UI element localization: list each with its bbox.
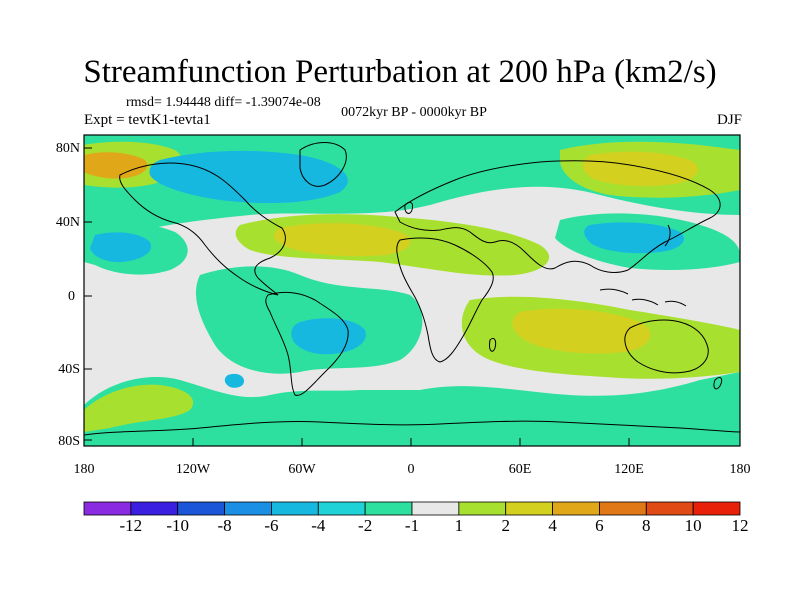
lon-label-180w: 180 — [73, 462, 95, 477]
coast-madagascar — [489, 337, 497, 352]
coast-greenland — [299, 142, 347, 187]
coast-south-america — [265, 291, 349, 396]
field-region-north-america-blue — [149, 150, 348, 204]
colorbar-label: 12 — [731, 516, 749, 535]
colorbar-swatch — [271, 501, 319, 516]
colorbar-label: -6 — [264, 516, 279, 535]
lon-label-120w: 120W — [175, 462, 211, 477]
colorbar-swatch — [224, 501, 272, 516]
lat-label-0: 0 — [68, 289, 75, 304]
colorbar-swatch — [83, 501, 132, 516]
lon-label-120e: 120E — [614, 462, 644, 477]
coast-antarctica — [84, 420, 740, 436]
colorbar-swatch — [317, 501, 366, 516]
field-region-siberia-orange — [582, 151, 698, 186]
colorbar-label: 8 — [642, 516, 651, 535]
field-region-south-pacific-yellow — [84, 384, 194, 432]
coast-eurasia — [394, 160, 721, 273]
map-frame — [83, 134, 741, 447]
coast-africa — [396, 237, 494, 363]
coast-uk — [404, 201, 413, 214]
lon-label-60e: 60E — [508, 462, 532, 477]
coastlines — [84, 142, 740, 436]
colorbar-label: 10 — [684, 516, 702, 535]
lon-label-60w: 60W — [288, 462, 316, 477]
colorbar-label: -1 — [404, 516, 420, 535]
colorbar-swatch — [130, 501, 179, 516]
field-region-pacific-blue — [90, 232, 152, 263]
colorbar-label: -10 — [166, 516, 190, 535]
field-region-south-green — [84, 372, 740, 446]
colorbar-swatch — [177, 501, 225, 516]
colorbar-swatch — [552, 501, 600, 516]
colorbar-label: 1 — [454, 516, 464, 535]
lat-label-80s: 80S — [58, 434, 80, 449]
coast-australia — [624, 319, 709, 374]
season-label: DJF — [716, 112, 742, 128]
colorbar-label: 2 — [501, 516, 510, 535]
colorbar-swatch — [458, 501, 507, 516]
colorbar-label: -8 — [217, 516, 232, 535]
coast-north-america — [119, 162, 286, 296]
colorbar-label: 4 — [548, 516, 557, 535]
coast-new-zealand — [713, 377, 723, 390]
colorbar-swatch — [692, 501, 741, 516]
lat-label-80n: 80N — [55, 141, 80, 156]
axis-ticks — [84, 147, 630, 446]
lat-label-40s: 40S — [58, 362, 80, 377]
chart-title: Streamfunction Perturbation at 200 hPa (… — [83, 54, 717, 90]
field-region-atlantic-orange — [274, 223, 411, 257]
colorbar-label: -4 — [311, 516, 326, 535]
lon-label-180e: 180 — [729, 462, 751, 477]
colorbar-swatch — [645, 501, 694, 516]
coast-indonesia — [599, 288, 687, 307]
colorbar-swatch — [364, 501, 413, 516]
colorbar-swatch — [599, 501, 647, 516]
period-label: 0072kyr BP - 0000kyr BP — [341, 105, 487, 120]
field-region-indian-orange — [512, 308, 651, 354]
field-region-south-america-small-blue — [224, 373, 244, 388]
experiment-label: Expt = tevtK1-tevta1 — [84, 112, 211, 128]
lon-label-0: 0 — [407, 462, 415, 477]
stats-text: rmsd= 1.94448 diff= -1.39074e-08 — [126, 95, 321, 110]
coast-japan — [664, 224, 671, 247]
colorbar-label: -12 — [119, 516, 143, 535]
colorbar-swatch — [411, 501, 460, 516]
colorbar-label: 6 — [595, 516, 604, 535]
field-region-arctic-orange — [84, 152, 148, 179]
colorbar-label: -2 — [358, 516, 373, 535]
colorbar-swatch — [505, 501, 553, 516]
lat-label-40n: 40N — [55, 215, 80, 230]
